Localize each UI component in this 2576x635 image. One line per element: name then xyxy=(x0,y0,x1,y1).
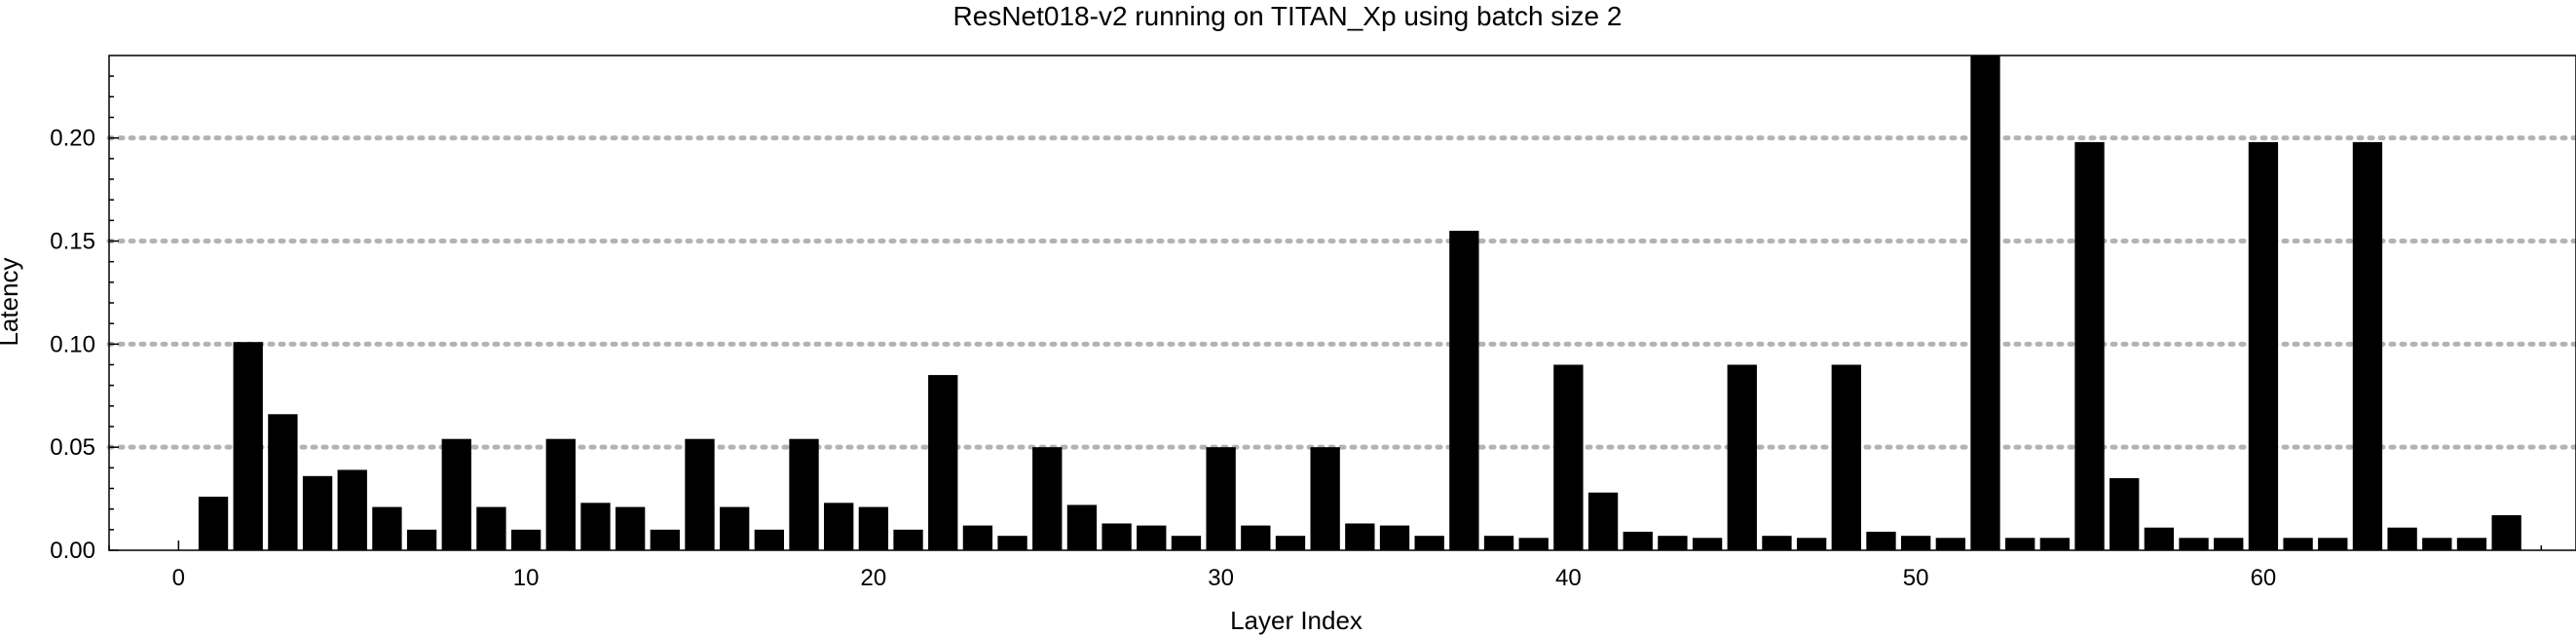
bar xyxy=(1831,364,1861,550)
y-tick-label: 0.10 xyxy=(50,331,95,357)
bar xyxy=(2283,538,2313,550)
bar xyxy=(1866,531,1896,550)
gridlines xyxy=(106,135,2576,450)
bar xyxy=(1171,536,1202,550)
bar xyxy=(372,506,402,550)
bar xyxy=(1727,364,1757,550)
bar xyxy=(1241,525,1271,550)
bar xyxy=(2352,141,2383,550)
x-tick-label: 0 xyxy=(172,565,185,591)
bars xyxy=(198,56,2521,550)
bar xyxy=(615,506,646,550)
bar xyxy=(2179,538,2209,550)
x-tick-label: 30 xyxy=(1208,565,1234,591)
bar xyxy=(2387,527,2417,550)
x-tick-label: 40 xyxy=(1555,565,1582,591)
bar xyxy=(1796,538,1827,550)
bar xyxy=(1518,538,1549,550)
bar xyxy=(720,506,750,550)
bar xyxy=(1762,536,1792,550)
bar xyxy=(2074,141,2105,550)
bar xyxy=(1101,523,1132,550)
bar xyxy=(2318,538,2348,550)
bar xyxy=(650,529,680,550)
y-tick-label: 0.00 xyxy=(50,538,95,564)
bar xyxy=(928,375,958,550)
bar xyxy=(233,342,263,550)
x-axis: 0 10 20 30 40 50 60 xyxy=(108,541,2543,591)
bar xyxy=(268,414,298,550)
bar xyxy=(1379,525,1410,550)
bar xyxy=(441,438,471,550)
bar xyxy=(824,503,854,550)
bar xyxy=(2456,538,2487,550)
bar xyxy=(1935,538,1965,550)
bar xyxy=(1483,536,1514,550)
x-tick-label: 50 xyxy=(1903,565,1929,591)
bar xyxy=(510,529,541,550)
bar xyxy=(685,438,715,550)
bar xyxy=(302,475,333,550)
bar xyxy=(789,438,819,550)
bar xyxy=(1587,492,1619,550)
bar xyxy=(1414,536,1444,550)
bar xyxy=(893,529,923,550)
bar xyxy=(1658,536,1688,550)
x-tick-label: 20 xyxy=(861,565,887,591)
bar xyxy=(1449,230,1479,550)
bar xyxy=(2005,538,2035,550)
bar xyxy=(1206,447,1236,550)
y-axis: 0.00 0.05 0.10 0.15 0.20 xyxy=(50,75,119,564)
bar xyxy=(2144,527,2175,550)
bar xyxy=(2109,477,2140,550)
x-axis-label: Layer Index xyxy=(1230,606,1363,635)
y-tick-label: 0.20 xyxy=(50,126,95,152)
bar xyxy=(962,525,993,550)
bar xyxy=(545,438,576,550)
bar xyxy=(476,506,506,550)
bar xyxy=(1692,538,1723,550)
bar xyxy=(198,496,229,550)
bar xyxy=(1310,447,1340,550)
x-tick-label: 60 xyxy=(2251,565,2277,591)
bar xyxy=(580,503,611,550)
bar xyxy=(2214,538,2244,550)
bar xyxy=(1553,364,1584,550)
bar xyxy=(337,469,367,550)
bar xyxy=(754,529,785,550)
y-tick-label: 0.05 xyxy=(50,434,95,461)
bar xyxy=(2491,515,2521,550)
bar xyxy=(1275,536,1306,550)
bar xyxy=(1623,531,1653,550)
chart-title: ResNet018-v2 running on TITAN_Xp using b… xyxy=(953,1,1623,31)
bar xyxy=(997,536,1027,550)
plot-frame xyxy=(108,55,2576,551)
bar xyxy=(1970,56,2000,550)
bar xyxy=(1066,504,1098,550)
y-tick-label: 0.15 xyxy=(50,229,95,255)
bar xyxy=(2248,141,2279,550)
bar xyxy=(1032,447,1063,550)
y-axis-label: Latency xyxy=(0,257,23,346)
bar xyxy=(406,529,437,550)
bar xyxy=(2422,538,2452,550)
bar xyxy=(2039,538,2071,550)
x-tick-label: 10 xyxy=(513,565,540,591)
